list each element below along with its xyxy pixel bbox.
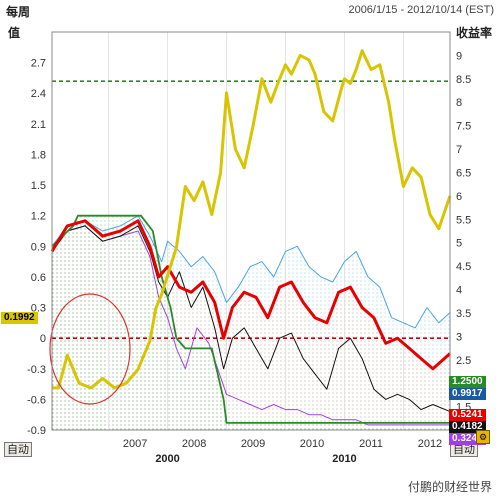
right-tick-label: 4 (456, 285, 462, 297)
left-tick-label: -0.3 (27, 364, 46, 376)
left-auto-button[interactable]: 自动 (4, 442, 32, 457)
right-tick-label: 5.5 (456, 214, 471, 226)
right-tick-label: 6.5 (456, 167, 471, 179)
right-tick-label: 8 (456, 97, 462, 109)
right-tick-label: 7 (456, 144, 462, 156)
yield-value-tag: 0.1992 (1, 312, 38, 324)
right-tick-label: 3 (456, 331, 462, 343)
x-tick-label: 2012 (418, 438, 442, 450)
settings-icon[interactable]: ⚙ (476, 430, 490, 444)
right-tick-label: 7.5 (456, 121, 471, 133)
x-tick-label: 2008 (182, 438, 206, 450)
x-major-label: 2010 (332, 453, 356, 465)
left-tick-label: 1.5 (31, 180, 46, 192)
right-tick-label: 5 (456, 238, 462, 250)
left-tick-label: 2.4 (31, 88, 46, 100)
left-tick-label: 1.2 (31, 211, 46, 223)
left-tick-label: 2.1 (31, 119, 46, 131)
x-major-label: 2000 (155, 453, 179, 465)
green-value-tag: 1.2500 (449, 376, 486, 388)
watermark: 付鹏的财经世界 (408, 478, 492, 495)
left-tick-label: 0.9 (31, 241, 46, 253)
x-tick-label: 2011 (359, 438, 383, 450)
left-tick-label: -0.9 (27, 425, 46, 437)
x-tick-label: 2007 (123, 438, 147, 450)
right-tick-label: 8.5 (456, 74, 471, 86)
right-tick-label: 3.5 (456, 308, 471, 320)
blue-value-tag: 0.9917 (449, 388, 486, 400)
right-tick-label: 2.5 (456, 355, 471, 367)
right-tick-label: 9 (456, 50, 462, 62)
left-tick-label: 0 (40, 333, 46, 345)
left-tick-label: 0.6 (31, 272, 46, 284)
left-tick-label: -0.6 (27, 394, 46, 406)
left-tick-label: 2.7 (31, 58, 46, 70)
x-tick-label: 2010 (300, 438, 324, 450)
right-tick-label: 4.5 (456, 261, 471, 273)
x-tick-label: 2009 (241, 438, 265, 450)
left-tick-label: 1.8 (31, 149, 46, 161)
right-tick-label: 6 (456, 191, 462, 203)
red-value-tag: 0.5241 (449, 409, 486, 421)
